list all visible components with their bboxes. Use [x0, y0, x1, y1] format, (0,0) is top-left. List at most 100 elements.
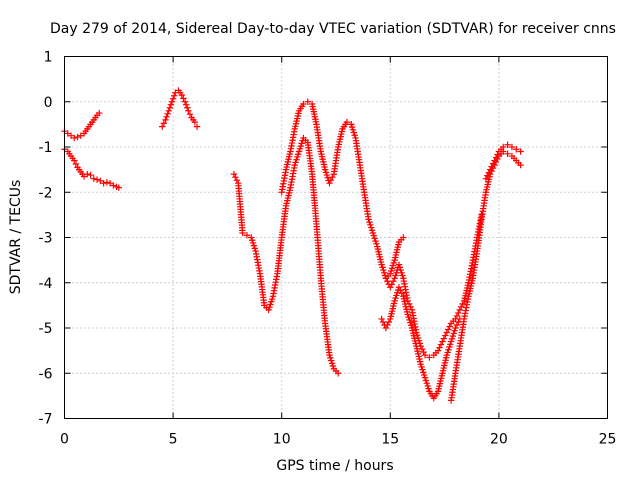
data-point — [384, 278, 391, 285]
data-point — [243, 232, 251, 239]
data-point — [300, 100, 307, 108]
data-point — [327, 176, 335, 184]
data-point — [504, 150, 511, 157]
data-point — [90, 175, 98, 182]
data-point — [233, 176, 241, 184]
data-point — [166, 104, 174, 111]
data-point — [453, 312, 461, 320]
data-point — [97, 177, 104, 185]
data-point — [437, 341, 445, 348]
data-point — [239, 229, 246, 237]
axis-ticks — [64, 56, 608, 419]
chart-title: Day 279 of 2014, Sidereal Day-to-day VTE… — [50, 21, 616, 37]
data-point — [389, 278, 397, 285]
data-point — [440, 335, 448, 342]
data-point — [100, 180, 107, 187]
data-point — [382, 275, 390, 282]
data-point — [169, 95, 177, 102]
data-point — [456, 306, 464, 314]
data-point — [163, 113, 170, 121]
x-tick-labels: 0 5 10 15 20 25 — [60, 432, 616, 448]
data-point — [230, 170, 238, 178]
data-point — [71, 134, 78, 142]
data-point — [191, 118, 199, 126]
y-tick-label: -7 — [39, 412, 53, 428]
y-tick-label: -5 — [39, 321, 53, 337]
sat-track-10 — [482, 141, 524, 182]
data-point — [500, 143, 507, 151]
y-tick-label: -4 — [39, 276, 53, 292]
data-point — [170, 92, 178, 99]
data-point — [326, 180, 333, 187]
data-point — [446, 323, 453, 330]
data-point — [304, 98, 311, 105]
data-point — [388, 281, 395, 288]
data-point — [434, 347, 442, 354]
sat-track-5 — [278, 98, 355, 196]
data-point — [484, 172, 491, 179]
data-point — [329, 173, 336, 181]
data-point — [492, 154, 500, 161]
data-point — [110, 182, 117, 189]
data-point — [508, 143, 516, 151]
data-point — [489, 160, 497, 167]
data-point — [379, 318, 387, 326]
x-tick-label: 25 — [599, 432, 617, 448]
data-point — [459, 300, 466, 308]
data-point — [494, 151, 501, 158]
data-point — [453, 321, 461, 329]
data-point — [67, 132, 75, 139]
data-point — [397, 287, 404, 294]
grid — [64, 56, 608, 419]
data-point — [103, 179, 111, 186]
x-tick-label: 15 — [381, 432, 399, 448]
y-tick-label: -6 — [39, 366, 53, 382]
data-point — [343, 118, 351, 126]
data-point — [487, 166, 494, 173]
data-point — [164, 110, 171, 118]
data-point — [504, 141, 511, 148]
data-point — [72, 160, 80, 168]
y-tick-label: -3 — [39, 231, 53, 247]
plot-frame — [64, 56, 608, 419]
data-point — [417, 342, 424, 350]
data-point — [71, 157, 78, 164]
x-axis-label: GPS time / hours — [276, 458, 393, 474]
sat-track-3 — [159, 87, 201, 130]
data-point — [517, 148, 524, 155]
sat-track-9 — [447, 148, 524, 404]
data-point — [513, 146, 520, 153]
data-point — [405, 300, 413, 308]
data-point — [115, 184, 122, 191]
data-point — [168, 98, 176, 105]
data-point — [517, 161, 524, 169]
data-point — [439, 338, 446, 345]
data-point — [482, 175, 490, 182]
data-point — [182, 101, 190, 108]
data-point — [184, 104, 191, 111]
data-point — [455, 309, 462, 317]
data-point — [180, 95, 187, 102]
data-point — [186, 110, 194, 118]
data-point — [458, 303, 465, 311]
data-point — [395, 284, 403, 291]
data-point — [334, 370, 342, 377]
sat-track-4 — [230, 134, 342, 377]
data-point — [485, 169, 492, 176]
data-point — [93, 176, 101, 183]
data-point — [167, 101, 175, 108]
data-point — [106, 180, 114, 187]
data-points — [61, 87, 524, 404]
data-point — [491, 157, 498, 164]
data-point — [387, 284, 394, 291]
data-point — [74, 133, 81, 141]
data-point — [452, 324, 459, 332]
data-point — [87, 171, 94, 179]
x-tick-label: 20 — [490, 432, 508, 448]
sat-track-2 — [61, 146, 122, 191]
data-point — [443, 329, 450, 336]
data-point — [442, 332, 449, 339]
data-point — [193, 123, 201, 130]
y-tick-label: -1 — [39, 140, 53, 156]
